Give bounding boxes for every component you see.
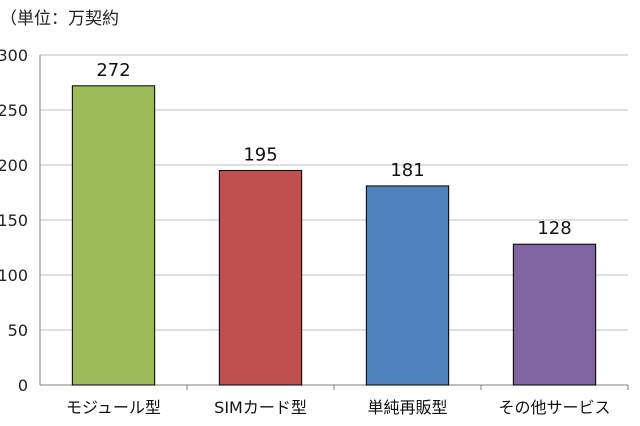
data-label: 272	[96, 60, 130, 81]
bar-3	[365, 185, 450, 386]
data-labels: 272 195 181 128	[96, 60, 571, 239]
y-tick-label: 150	[0, 211, 28, 230]
y-tick-label: 50	[8, 321, 28, 340]
y-tick-label: 300	[0, 46, 28, 65]
y-tick-label: 200	[0, 156, 28, 175]
bar-4	[512, 243, 597, 386]
bars	[71, 85, 597, 386]
category-label: 単純再販型	[367, 398, 447, 417]
category-label: その他サービス	[498, 398, 610, 417]
y-tick-label: 0	[18, 376, 28, 395]
category-label: モジュール型	[66, 398, 161, 417]
data-label: 181	[390, 160, 424, 181]
bar-2	[218, 170, 303, 386]
y-tick-labels: 0 50 100 150 200 250 300	[0, 46, 28, 395]
category-label: SIMカード型	[214, 398, 307, 417]
data-label: 128	[537, 218, 571, 239]
data-label: 195	[243, 145, 277, 166]
y-tick-label: 100	[0, 266, 28, 285]
category-labels: モジュール型 SIMカード型 単純再販型 その他サービス	[66, 398, 610, 417]
unit-label: （単位：万契約	[0, 9, 119, 29]
y-tick-label: 250	[0, 101, 28, 120]
bar-1	[71, 85, 156, 386]
